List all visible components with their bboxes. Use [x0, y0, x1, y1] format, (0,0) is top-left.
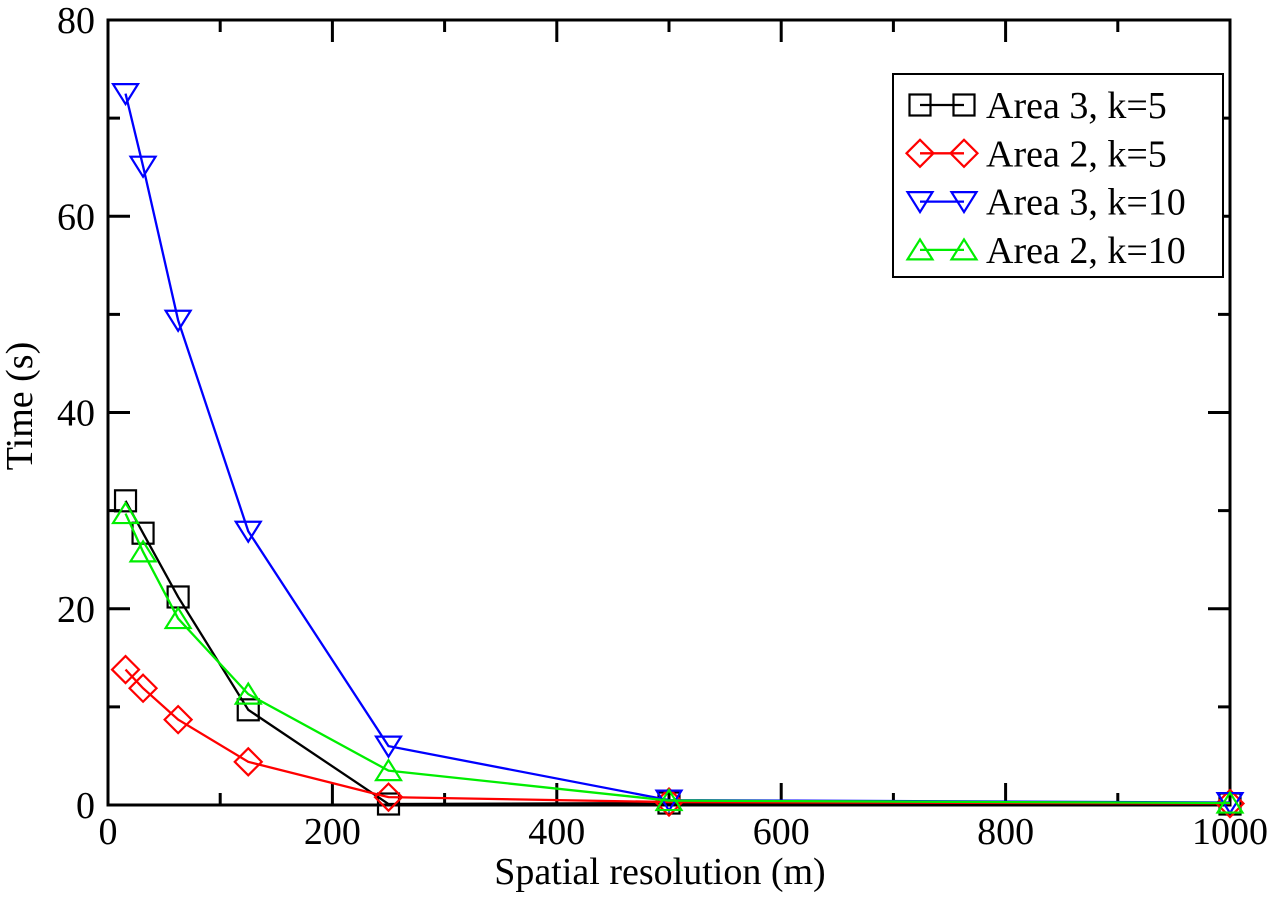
marker-area-2-k-10 [163, 605, 193, 630]
marker-area-2-k-5 [128, 673, 159, 704]
marker-area-3-k-10 [374, 735, 403, 759]
legend-label-area-3-k-10: Area 3, k=10 [986, 182, 1186, 224]
legend-entry-area-3-k-5: Area 3, k=5 [908, 85, 1167, 127]
legend-marker-area-2-k-5 [948, 138, 980, 169]
marker-area-2-k-10 [128, 539, 158, 563]
y-tick-label: 40 [57, 393, 95, 435]
legend-label-area-2-k-10: Area 2, k=10 [986, 230, 1186, 272]
y-tick-label: 20 [57, 589, 95, 631]
marker-area-3-k-5 [376, 792, 401, 816]
y-tick-label: 0 [76, 785, 95, 827]
x-axis-label: Spatial resolution (m) [494, 851, 825, 893]
y-tick-label: 80 [57, 0, 95, 42]
series-area-3-k-5 [113, 489, 1242, 816]
x-tick-label: 800 [977, 811, 1034, 853]
marker-area-3-k-10 [111, 82, 141, 107]
y-axis-label: Time (s) [0, 342, 41, 470]
marker-area-2-k-5 [373, 782, 404, 813]
y-tick-label: 60 [57, 196, 95, 238]
series-line-area-2-k-10 [124, 513, 1231, 805]
series-line-area-3-k-5 [124, 500, 1231, 806]
marker-area-2-k-5 [233, 746, 264, 777]
marker-area-3-k-5 [236, 698, 260, 722]
legend-marker-area-2-k-10 [905, 237, 935, 261]
legend-entry-area-3-k-10: Area 3, k=10 [905, 182, 1186, 224]
marker-area-3-k-5 [131, 521, 155, 545]
legend-marker-area-2-k-10 [949, 237, 979, 261]
x-tick-label: 400 [528, 811, 585, 853]
legend-marker-area-3-k-10 [949, 191, 979, 215]
marker-area-2-k-10 [1215, 790, 1245, 814]
marker-area-3-k-5 [113, 489, 138, 513]
legend-marker-area-2-k-5 [904, 138, 936, 169]
x-tick-label: 0 [99, 811, 118, 853]
marker-area-2-k-10 [654, 788, 684, 812]
legend-entry-area-2-k-10: Area 2, k=10 [905, 230, 1186, 272]
x-tick-label: 200 [304, 811, 361, 853]
legend-entry-area-2-k-5: Area 2, k=5 [904, 133, 1167, 175]
legend-box [892, 73, 1224, 278]
series-line-area-2-k-5 [124, 668, 1231, 805]
legend-marker-area-3-k-5 [908, 93, 932, 117]
series-area-2-k-10 [111, 500, 1245, 814]
marker-area-2-k-10 [374, 758, 403, 782]
marker-area-2-k-5 [163, 704, 194, 735]
marker-area-2-k-10 [111, 500, 141, 525]
legend-marker-area-3-k-5 [952, 93, 976, 117]
legend-marker-area-3-k-10 [905, 191, 935, 215]
x-tick-label: 600 [753, 811, 810, 853]
marker-area-3-k-10 [128, 155, 158, 179]
marker-area-3-k-10 [163, 309, 193, 333]
legend-label-area-2-k-5: Area 2, k=5 [986, 133, 1167, 175]
marker-area-3-k-10 [233, 520, 263, 544]
marker-area-2-k-10 [233, 681, 263, 705]
marker-area-2-k-5 [110, 654, 141, 685]
legend-label-area-3-k-5: Area 3, k=5 [986, 85, 1167, 127]
legend: Area 3, k=5 Area 2, k=5 Area 3, k=10 Area 2… [892, 73, 1224, 278]
